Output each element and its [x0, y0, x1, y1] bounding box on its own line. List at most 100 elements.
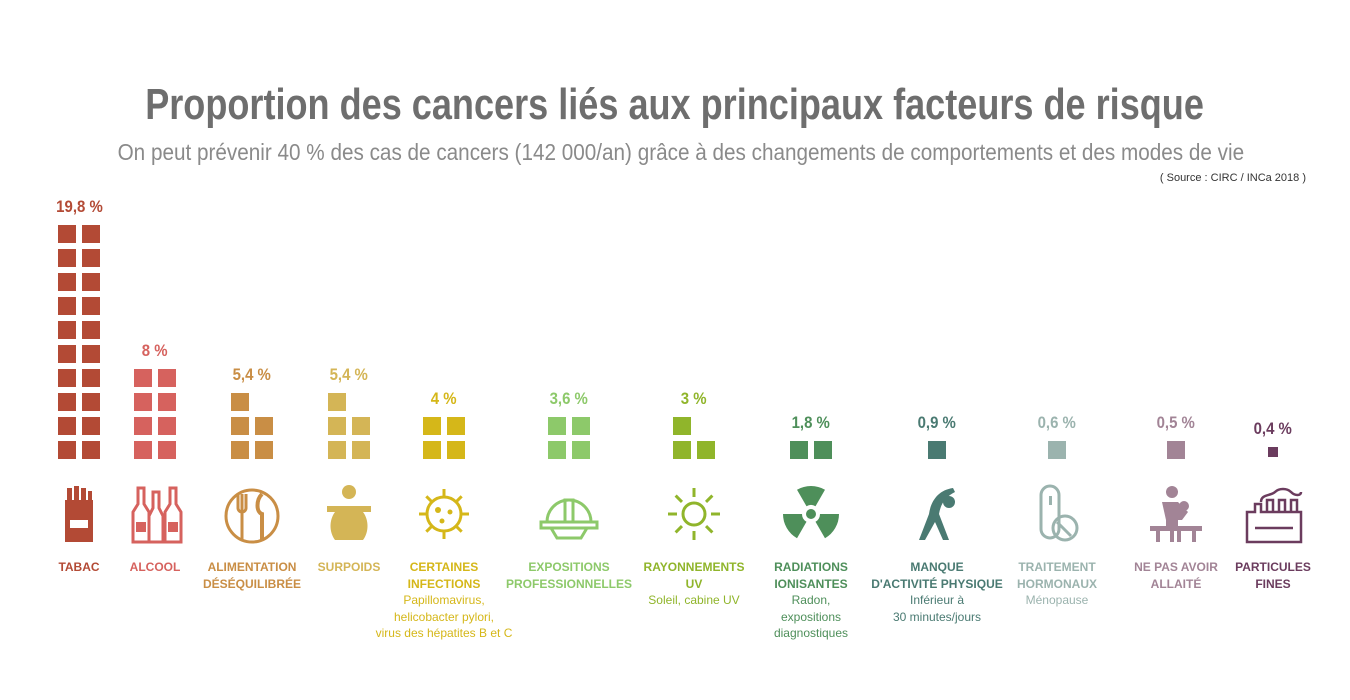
bar-square	[134, 369, 152, 387]
value-label-text: 5,4 %	[329, 365, 369, 384]
bar-square	[158, 369, 176, 387]
value-label: 1,8 %	[761, 413, 861, 433]
bar-square	[82, 417, 100, 435]
pill-icon	[1039, 484, 1079, 542]
value-label-text: 8 %	[142, 341, 168, 360]
value-label-text: 0,4 %	[1253, 419, 1293, 438]
value-label: 0,5 %	[1126, 413, 1226, 433]
value-label: 3,6 %	[519, 389, 619, 409]
category-label: TRAITEMENT HORMONAUX Ménopause	[987, 559, 1127, 609]
category-name: NE PAS AVOIR ALLAITÉ	[1134, 560, 1218, 591]
bar-square	[255, 441, 273, 459]
bar-square	[58, 345, 76, 363]
bar-square	[58, 297, 76, 315]
value-label: 5,4 %	[202, 365, 302, 385]
bar-square	[1268, 447, 1278, 457]
category-name: ALCOOL	[129, 560, 181, 574]
value-label-text: 3 %	[681, 389, 707, 408]
bar-square	[548, 441, 566, 459]
value-label: 19,8 %	[29, 197, 129, 217]
value-label: 0,4 %	[1223, 419, 1323, 439]
category-label: RAYONNEMENTS UV Soleil, cabine UV	[624, 559, 764, 609]
source-note: ( Source : CIRC / INCa 2018 )	[1159, 172, 1306, 184]
fork-knife-plate-icon	[224, 488, 280, 544]
category-label: TABAC	[9, 559, 149, 576]
category-detail: Ménopause	[1025, 593, 1089, 607]
category-detail: Soleil, cabine UV	[648, 593, 740, 607]
category-label: CERTAINES INFECTIONS Papillomavirus, heli…	[374, 559, 514, 642]
value-label-text: 0,6 %	[1037, 413, 1077, 432]
category-label: NE PAS AVOIR ALLAITÉ	[1106, 559, 1246, 592]
value-label-text: 1,8 %	[791, 413, 831, 432]
category-name: PARTICULES FINES	[1235, 560, 1311, 591]
value-label: 4 %	[394, 389, 494, 409]
bar-square	[58, 369, 76, 387]
category-label: PARTICULES FINES	[1203, 559, 1343, 592]
bar-square	[1048, 441, 1066, 459]
chart-title: Proportion des cancers liés aux principa…	[0, 80, 1350, 130]
bar-square	[673, 417, 691, 435]
chart-title-text: Proportion des cancers liés aux principa…	[145, 80, 1205, 129]
stretching-person-icon	[919, 488, 955, 540]
bar-square	[82, 321, 100, 339]
bar-square	[423, 441, 441, 459]
bar-square	[447, 417, 465, 435]
bar-square	[82, 345, 100, 363]
bar-square	[447, 441, 465, 459]
sun-icon	[668, 488, 720, 540]
bar-square	[697, 441, 715, 459]
bar-square	[328, 417, 346, 435]
value-label: 3 %	[644, 389, 744, 409]
category-name: RAYONNEMENTS UV	[643, 560, 745, 591]
bottles-icon	[131, 486, 183, 544]
bar-square	[58, 249, 76, 267]
value-label-text: 0,5 %	[1156, 413, 1196, 432]
bar-square	[572, 417, 590, 435]
chart-subtitle: On peut prévenir 40 % des cas de cancers…	[0, 139, 1350, 166]
bar-square	[82, 249, 100, 267]
value-label: 5,4 %	[299, 365, 399, 385]
category-name: MANQUE D'ACTIVITÉ PHYSIQUE	[871, 560, 1003, 591]
value-label-text: 3,6 %	[549, 389, 589, 408]
bar-square	[231, 417, 249, 435]
bar-square	[82, 297, 100, 315]
bar-square	[82, 225, 100, 243]
value-label-text: 19,8 %	[55, 197, 103, 216]
category-detail: Inférieur à 30 minutes/jours	[892, 593, 982, 624]
bar-square	[352, 417, 370, 435]
category-name: RADIATIONS IONISANTES	[774, 560, 848, 591]
category-label: EXPOSITIONS PROFESSIONNELLES	[499, 559, 639, 592]
bar-square	[82, 393, 100, 411]
bar-square	[82, 441, 100, 459]
bar-square	[58, 273, 76, 291]
category-name: ALIMENTATION DÉSÉQUILIBRÉE	[202, 560, 301, 591]
cigarette-pack-icon	[65, 486, 93, 542]
factory-icon	[1245, 487, 1303, 544]
radiation-icon	[783, 486, 839, 539]
bar-square	[231, 441, 249, 459]
category-name: SURPOIDS	[317, 560, 381, 574]
bar-square	[572, 441, 590, 459]
overweight-person-icon	[327, 485, 371, 540]
value-label-text: 5,4 %	[232, 365, 272, 384]
bar-square	[790, 441, 808, 459]
bar-square	[423, 417, 441, 435]
bar-square	[231, 393, 249, 411]
bar-square	[158, 393, 176, 411]
category-label: ALIMENTATION DÉSÉQUILIBRÉE	[182, 559, 322, 592]
category-label: ALCOOL	[85, 559, 225, 576]
bar-square	[328, 441, 346, 459]
bar-square	[58, 417, 76, 435]
category-name: EXPOSITIONS PROFESSIONNELLES	[505, 560, 633, 591]
bar-square	[58, 321, 76, 339]
category-name: CERTAINES INFECTIONS	[407, 560, 481, 591]
category-detail: Radon, expositions diagnostiques	[773, 593, 849, 640]
category-label: MANQUE D'ACTIVITÉ PHYSIQUE Inférieur à 30…	[867, 559, 1007, 625]
value-label-text: 0,9 %	[917, 413, 957, 432]
bar-square	[255, 417, 273, 435]
bar-square	[82, 273, 100, 291]
virus-icon	[419, 489, 469, 539]
category-label: RADIATIONS IONISANTES Radon, expositions …	[741, 559, 881, 642]
breastfeeding-icon	[1150, 486, 1202, 542]
category-label: SURPOIDS	[279, 559, 419, 576]
